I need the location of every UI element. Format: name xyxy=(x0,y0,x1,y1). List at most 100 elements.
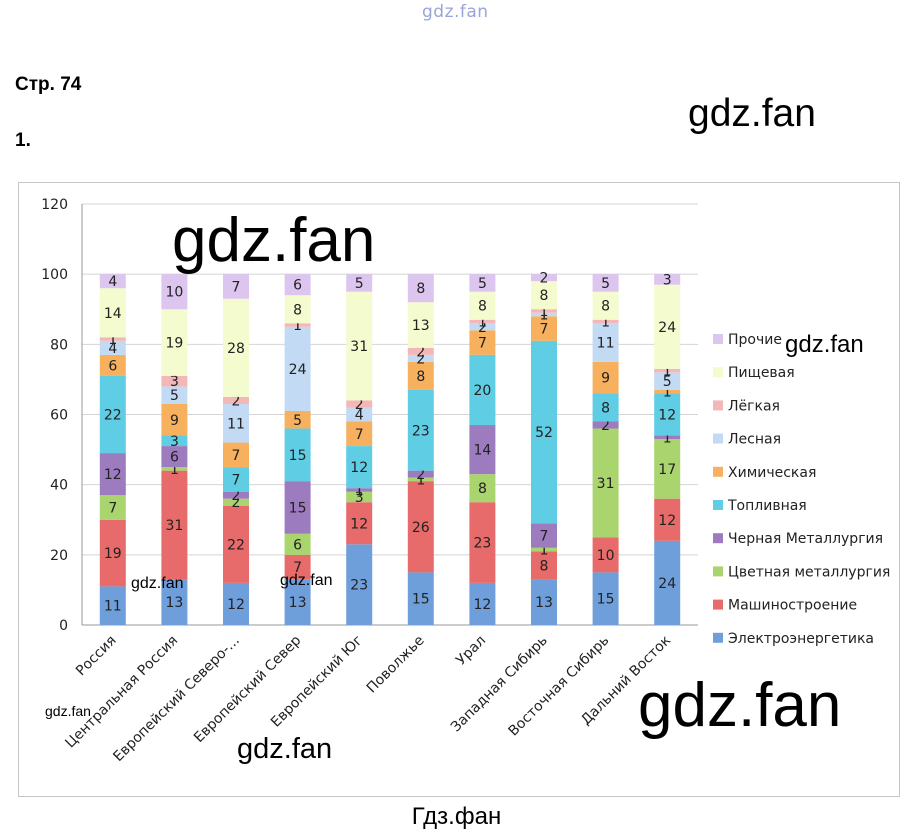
data-label: 31 xyxy=(597,476,615,492)
data-label: 31 xyxy=(165,518,183,534)
data-label: 7 xyxy=(232,448,241,464)
bar-segment xyxy=(654,389,681,394)
bar-segment xyxy=(99,354,126,376)
bar-segment xyxy=(284,533,311,555)
data-label: 1 xyxy=(478,315,487,331)
bar-segment xyxy=(654,439,681,499)
bar-segment xyxy=(161,386,188,404)
watermark: gdz.fan xyxy=(688,92,816,135)
data-label: 5 xyxy=(601,276,610,292)
data-label: 6 xyxy=(293,278,302,294)
bar-segment xyxy=(469,274,496,292)
bar-segment xyxy=(346,491,373,503)
bar-segment xyxy=(407,347,434,355)
bar-segment xyxy=(284,326,311,411)
bar-segment xyxy=(161,403,188,436)
data-label: 13 xyxy=(165,595,183,611)
x-tick-label: Европейский Северо-... xyxy=(110,633,242,765)
bar-segment xyxy=(654,284,681,369)
data-label: 2 xyxy=(416,344,425,360)
data-label: 2 xyxy=(601,418,610,434)
bar-segment xyxy=(99,274,126,289)
bar-segment xyxy=(223,505,249,583)
data-label: 9 xyxy=(601,371,610,387)
data-label: 10 xyxy=(597,548,615,564)
bar-segment xyxy=(284,579,311,625)
bar-segment xyxy=(161,375,188,387)
chart-frame: 0 20 40 60 80 100 120 11 19 7 12 22 6 4 1 14 4 Россия 13 31… xyxy=(18,182,900,797)
data-label: 12 xyxy=(473,597,491,613)
data-label: 15 xyxy=(289,448,307,464)
data-label: 2 xyxy=(540,271,549,287)
x-tick-label: Центральная Россия xyxy=(62,633,181,752)
y-tick-label: 0 xyxy=(59,618,68,634)
data-label: 15 xyxy=(412,592,430,608)
bar-segment xyxy=(469,474,496,503)
bar-segment xyxy=(469,291,496,320)
stacked-bar-chart: 020406080100120111971222641144Россия1331… xyxy=(41,197,890,765)
y-tick-label: 60 xyxy=(50,408,68,424)
data-label: 8 xyxy=(416,369,425,385)
bar-segment xyxy=(469,354,496,426)
data-label: 11 xyxy=(227,416,245,432)
bar-segment xyxy=(99,337,126,341)
data-label: 1 xyxy=(108,332,117,348)
data-label: 4 xyxy=(355,408,364,424)
bar-segment xyxy=(592,323,619,362)
data-label: 22 xyxy=(104,408,122,424)
bar-segment xyxy=(223,498,249,506)
bar-segment xyxy=(469,502,496,583)
data-label: 12 xyxy=(658,513,676,529)
footer-caption: Гдз.фан xyxy=(411,803,502,830)
data-label: 8 xyxy=(601,299,610,315)
bar-segment xyxy=(654,393,681,436)
bar-segment xyxy=(223,298,249,397)
data-label: 12 xyxy=(658,408,676,424)
bar-segment xyxy=(346,407,373,422)
watermark: gdz.fan xyxy=(638,671,842,740)
data-label: 7 xyxy=(355,427,364,443)
data-label: 1 xyxy=(293,318,302,334)
y-tick-label: 80 xyxy=(50,337,68,353)
data-label: 7 xyxy=(232,279,241,295)
data-label: 1 xyxy=(355,483,364,499)
legend-label: Лёгкая xyxy=(728,398,780,414)
data-label: 3 xyxy=(170,434,179,450)
data-label: 12 xyxy=(350,516,368,532)
data-label: 5 xyxy=(355,276,364,292)
bar-segment xyxy=(346,421,373,447)
data-label: 8 xyxy=(478,299,487,315)
page-label: Стр. 74 xyxy=(15,74,82,95)
data-label: 1 xyxy=(663,385,672,401)
data-label: 9 xyxy=(170,413,179,429)
bar-segment xyxy=(346,400,373,408)
watermark: gdz.fan xyxy=(172,206,376,275)
data-label: 22 xyxy=(227,537,245,553)
bar-segment xyxy=(531,523,557,548)
bar-segment xyxy=(161,446,188,468)
bar-segment xyxy=(592,361,619,394)
bar-segment xyxy=(407,361,434,390)
legend-label: Топливная xyxy=(727,498,807,514)
bar-segment xyxy=(654,435,681,440)
bar-segment xyxy=(592,319,619,324)
data-label: 14 xyxy=(104,306,122,322)
bar-segment xyxy=(592,572,619,625)
data-label: 2 xyxy=(478,320,487,336)
data-label: 6 xyxy=(108,358,117,374)
data-label: 8 xyxy=(293,302,302,318)
watermark: gdz.fan xyxy=(280,572,333,589)
bar-segment xyxy=(531,274,557,282)
bar-segment xyxy=(592,393,619,422)
bar-segment xyxy=(592,428,619,538)
bar-segment xyxy=(346,274,373,292)
watermark: gdz.fan xyxy=(131,575,184,592)
data-label: 1 xyxy=(170,462,179,478)
data-label: 7 xyxy=(293,560,302,576)
data-label: 14 xyxy=(473,443,491,459)
bar-segment xyxy=(99,340,126,355)
data-label: 1 xyxy=(540,304,549,320)
watermark: gdz.fan xyxy=(785,331,864,358)
bar-segment xyxy=(469,330,496,355)
data-label: 1 xyxy=(540,308,549,324)
